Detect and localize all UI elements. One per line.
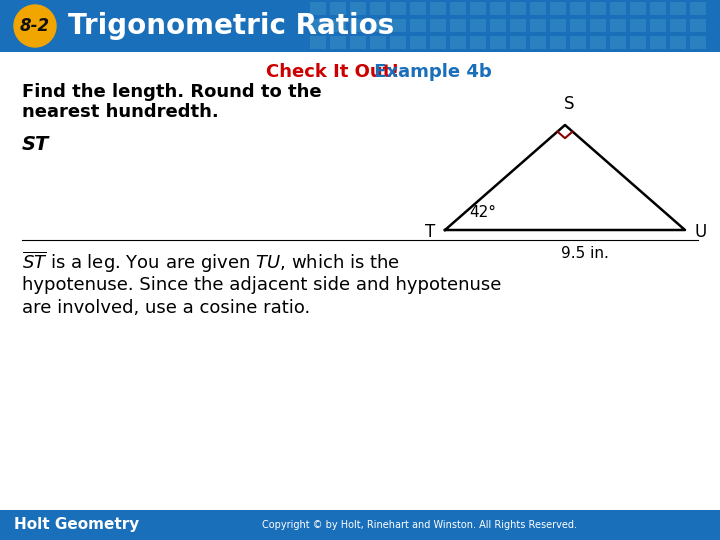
Bar: [370, 19, 386, 32]
Text: hypotenuse. Since the adjacent side and hypotenuse: hypotenuse. Since the adjacent side and …: [22, 276, 501, 294]
Bar: [630, 2, 646, 15]
Bar: [410, 36, 426, 49]
Bar: [590, 2, 606, 15]
Text: Trigonometric Ratios: Trigonometric Ratios: [68, 12, 395, 40]
Bar: [430, 2, 446, 15]
Bar: [530, 36, 546, 49]
Text: $\overline{ST}$ is a leg. You are given $TU$, which is the: $\overline{ST}$ is a leg. You are given …: [22, 249, 400, 275]
Bar: [490, 36, 506, 49]
Bar: [670, 2, 686, 15]
Bar: [370, 36, 386, 49]
Bar: [670, 19, 686, 32]
Bar: [430, 19, 446, 32]
Circle shape: [14, 5, 56, 47]
Bar: [310, 36, 326, 49]
Bar: [310, 2, 326, 15]
Text: T: T: [425, 223, 435, 241]
Text: are involved, use a cosine ratio.: are involved, use a cosine ratio.: [22, 299, 310, 317]
Bar: [550, 19, 566, 32]
Bar: [570, 2, 586, 15]
Bar: [450, 2, 466, 15]
Bar: [650, 19, 666, 32]
Bar: [570, 19, 586, 32]
Bar: [390, 36, 406, 49]
Bar: [690, 19, 706, 32]
Bar: [550, 2, 566, 15]
Bar: [630, 36, 646, 49]
Bar: [590, 36, 606, 49]
Bar: [410, 19, 426, 32]
Text: Example 4b: Example 4b: [368, 63, 492, 81]
Bar: [0, 510, 720, 540]
Bar: [430, 36, 446, 49]
Bar: [490, 19, 506, 32]
Text: Holt Geometry: Holt Geometry: [14, 517, 139, 532]
Bar: [470, 19, 486, 32]
Bar: [410, 2, 426, 15]
Bar: [350, 19, 366, 32]
Bar: [350, 36, 366, 49]
Bar: [610, 2, 626, 15]
Text: Find the length. Round to the: Find the length. Round to the: [22, 83, 322, 101]
Bar: [650, 36, 666, 49]
Text: Copyright © by Holt, Rinehart and Winston. All Rights Reserved.: Copyright © by Holt, Rinehart and Winsto…: [263, 520, 577, 530]
Bar: [330, 36, 346, 49]
Bar: [350, 2, 366, 15]
Bar: [670, 36, 686, 49]
Bar: [610, 19, 626, 32]
Bar: [510, 19, 526, 32]
Text: ST: ST: [22, 136, 49, 154]
Text: S: S: [564, 95, 575, 113]
Text: 8-2: 8-2: [20, 17, 50, 35]
Bar: [630, 19, 646, 32]
Bar: [470, 36, 486, 49]
Text: Check It Out!: Check It Out!: [266, 63, 400, 81]
Bar: [610, 36, 626, 49]
Bar: [690, 36, 706, 49]
Text: 9.5 in.: 9.5 in.: [561, 246, 609, 261]
Bar: [390, 2, 406, 15]
Bar: [370, 2, 386, 15]
Text: 42°: 42°: [469, 205, 496, 220]
Bar: [390, 19, 406, 32]
Bar: [530, 19, 546, 32]
Bar: [570, 36, 586, 49]
Text: nearest hundredth.: nearest hundredth.: [22, 103, 219, 121]
Bar: [450, 19, 466, 32]
Bar: [510, 36, 526, 49]
Bar: [330, 2, 346, 15]
Bar: [0, 0, 720, 52]
Bar: [470, 2, 486, 15]
Bar: [310, 19, 326, 32]
Bar: [510, 2, 526, 15]
Bar: [530, 2, 546, 15]
Bar: [650, 2, 666, 15]
Bar: [550, 36, 566, 49]
Bar: [590, 19, 606, 32]
Bar: [450, 36, 466, 49]
Text: U: U: [695, 223, 707, 241]
Bar: [330, 19, 346, 32]
Bar: [490, 2, 506, 15]
Bar: [690, 2, 706, 15]
